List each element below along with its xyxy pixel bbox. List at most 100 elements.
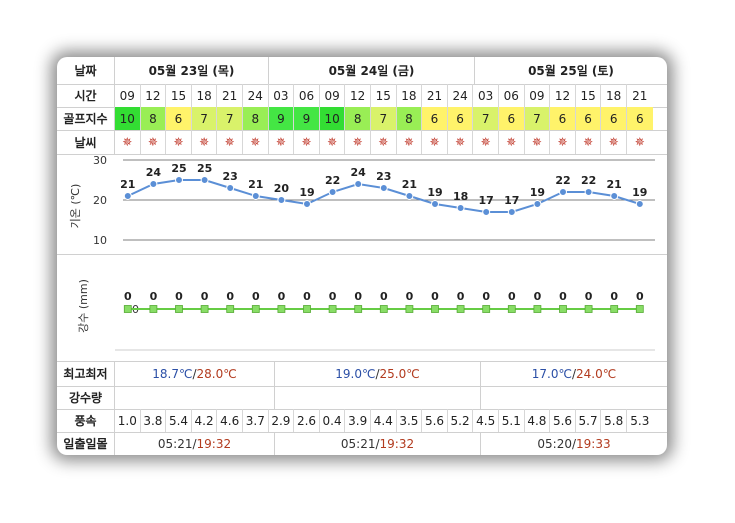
temperature-data-label: 17 bbox=[504, 194, 519, 207]
rain-point bbox=[303, 305, 311, 313]
wind-label: 풍속 bbox=[57, 409, 115, 432]
day-3-sunset: 19:33 bbox=[576, 436, 611, 451]
rain-point bbox=[482, 305, 491, 313]
sun-icon: ✵ bbox=[250, 135, 261, 149]
time-cell: 09 bbox=[525, 84, 551, 107]
time-cell: 03 bbox=[473, 84, 499, 107]
temperature-point bbox=[226, 184, 235, 192]
rain-amount-label: 강수량 bbox=[57, 386, 115, 409]
day-1-sun: 05:21/19:32 bbox=[115, 432, 275, 455]
temperature-tick-label: 30 bbox=[93, 154, 107, 167]
sun-icon: ✵ bbox=[301, 135, 312, 149]
day-2-sunset: 19:32 bbox=[379, 436, 415, 451]
rain-axis-label: 강수 (mm) bbox=[77, 279, 90, 333]
weather-cell: ✵ bbox=[371, 130, 397, 154]
weather-cell: ✵ bbox=[601, 130, 627, 154]
wind-cell: 4.4 bbox=[371, 409, 397, 432]
rain-point bbox=[277, 305, 286, 313]
rain-point bbox=[149, 305, 158, 313]
temperature-data-label: 22 bbox=[581, 174, 596, 187]
sun-icon: ✵ bbox=[634, 135, 645, 149]
rain-data-label: 0 bbox=[380, 290, 388, 303]
sun-label: 일출일몰 bbox=[57, 432, 115, 455]
time-cell: 06 bbox=[294, 84, 320, 107]
rain-point bbox=[379, 305, 388, 313]
rain-data-label: 0 bbox=[610, 290, 618, 303]
temperature-data-label: 24 bbox=[351, 166, 367, 179]
wind-cell: 5.3 bbox=[630, 413, 650, 428]
sun-icon: ✵ bbox=[403, 135, 414, 149]
golf-index-cell: 6 bbox=[422, 107, 448, 130]
temperature-data-label: 21 bbox=[607, 178, 622, 191]
sun-icon: ✵ bbox=[224, 135, 235, 149]
day-2-min: 19.0℃ bbox=[335, 366, 376, 381]
temperature-data-label: 17 bbox=[479, 194, 494, 207]
weather-cell: ✵ bbox=[115, 130, 141, 154]
rain-point bbox=[559, 305, 567, 313]
weather-cell: ✵ bbox=[166, 130, 192, 154]
temperature-data-label: 25 bbox=[197, 162, 212, 175]
wind-cell: 3.8 bbox=[141, 409, 167, 432]
rain-data-label: 0 bbox=[329, 290, 337, 303]
rain-point bbox=[200, 305, 209, 313]
weather-cell: ✵ bbox=[448, 130, 474, 154]
golf-index-cell: 7 bbox=[473, 107, 499, 130]
wind-cell: 5.1 bbox=[499, 409, 525, 432]
golf-index-cell: 7 bbox=[217, 107, 243, 130]
temperature-point bbox=[431, 200, 439, 208]
time-cell: 18 bbox=[601, 84, 627, 107]
time-cell: 21 bbox=[217, 84, 243, 107]
minmax-label: 최고최저 bbox=[57, 361, 115, 386]
temperature-data-label: 25 bbox=[171, 162, 186, 175]
wind-cell: 5.7 bbox=[576, 409, 602, 432]
golf-index-cell: 7 bbox=[191, 107, 218, 130]
rain-point bbox=[533, 305, 542, 313]
sun-icon: ✵ bbox=[378, 135, 389, 149]
temperature-data-label: 22 bbox=[325, 174, 340, 187]
rain-point bbox=[328, 305, 337, 313]
rain-point bbox=[123, 305, 132, 313]
rain-point bbox=[584, 305, 593, 313]
time-cell: 12 bbox=[345, 84, 371, 107]
sun-icon: ✵ bbox=[173, 135, 184, 149]
wind-cell: 5.2 bbox=[448, 409, 474, 432]
golf-index-cell: 6 bbox=[575, 107, 602, 130]
day-1-sunset: 19:32 bbox=[196, 436, 232, 451]
time-cell: 15 bbox=[371, 84, 397, 107]
wind-cell: 2.6 bbox=[294, 409, 320, 432]
time-cell: 06 bbox=[499, 84, 525, 107]
day-2-sunrise: 05:21 bbox=[340, 436, 376, 451]
temperature-data-label: 20 bbox=[274, 182, 290, 195]
rain-data-label: 0 bbox=[303, 290, 311, 303]
temperature-point bbox=[533, 200, 542, 208]
weather-cell: ✵ bbox=[576, 130, 602, 154]
sun-row: 일출일몰 05:21/19:32 05:21/19:32 05:20/19:33 bbox=[57, 432, 667, 455]
rain-point bbox=[226, 305, 235, 313]
day-3-minmax: 17.0℃/24.0℃ bbox=[531, 366, 617, 381]
rain-data-label: 0 bbox=[252, 290, 260, 303]
golf-index-cell: 9 bbox=[294, 107, 320, 130]
temperature-tick-label: 10 bbox=[93, 234, 107, 247]
weather-cell: ✵ bbox=[243, 130, 269, 154]
temperature-data-label: 21 bbox=[402, 178, 417, 191]
rain-point bbox=[251, 305, 260, 313]
wind-cell: 4.8 bbox=[525, 409, 551, 432]
temperature-data-label: 19 bbox=[632, 186, 647, 199]
golf-index-cell: 7 bbox=[524, 107, 551, 130]
golf-index-cell: 6 bbox=[447, 107, 474, 130]
weather-cell: ✵ bbox=[422, 130, 448, 154]
rain-amount-row: 강수량 bbox=[57, 386, 667, 410]
rain-data-label: 0 bbox=[150, 290, 158, 303]
temperature-data-label: 22 bbox=[555, 174, 570, 187]
sun-icon: ✵ bbox=[147, 135, 158, 149]
golf-index-cell: 9 bbox=[268, 107, 295, 130]
golf-index-cell: 10 bbox=[319, 107, 346, 130]
golf-label: 골프지수 bbox=[57, 107, 115, 130]
sun-icon: ✵ bbox=[608, 135, 619, 149]
temperature-data-label: 23 bbox=[223, 170, 238, 183]
sun-icon: ✵ bbox=[122, 135, 133, 149]
day-1-sunrise: 05:21 bbox=[157, 436, 193, 451]
weather-cell: ✵ bbox=[141, 130, 167, 154]
rain-data-label: 0 bbox=[278, 290, 286, 303]
temperature-data-label: 19 bbox=[427, 186, 442, 199]
